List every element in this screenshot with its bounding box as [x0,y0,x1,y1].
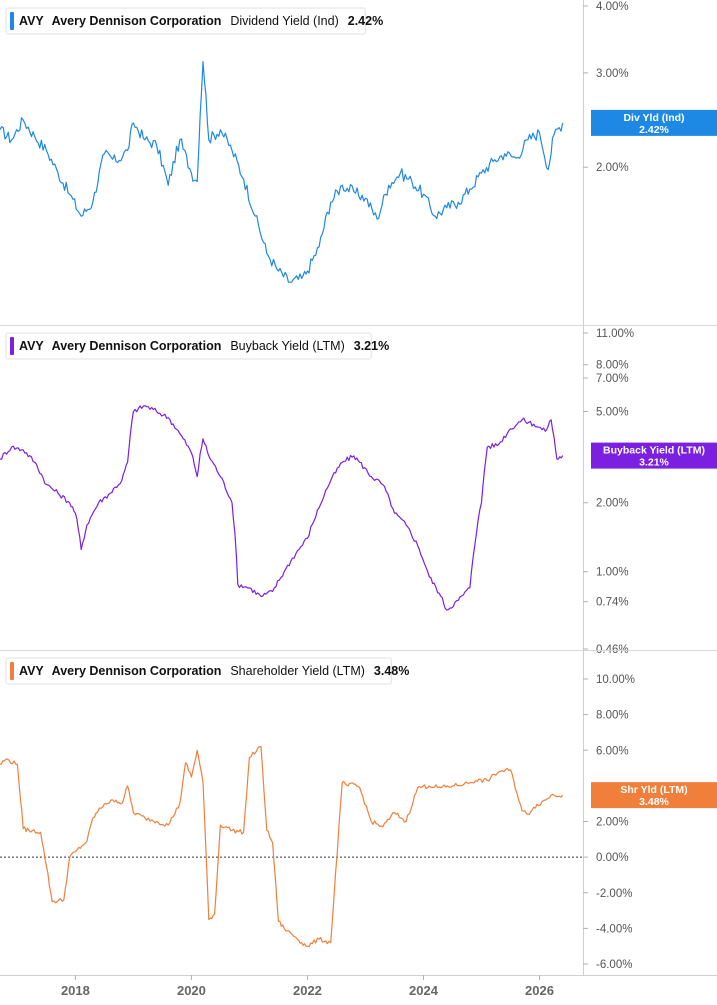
legend-box [5,657,392,685]
y-tick-label: 10.00% [596,674,635,686]
legend-company: Avery Dennison Corporation [52,339,222,353]
y-tick-label: 8.00% [596,360,629,372]
legend: AVY Avery Dennison Corporation Dividend Yi… [5,7,383,35]
legend-value: 3.21% [354,339,389,353]
x-axis: 2018 2020 2022 2024 2026 [0,975,717,998]
legend-metric: Shareholder Yield (LTM) [230,664,365,678]
legend-metric: Buyback Yield (LTM) [230,339,344,353]
badge-value: 3.21% [639,457,669,469]
y-tick-label: 0.00% [596,852,629,864]
legend-color-swatch [10,12,14,30]
y-tick-label: -2.00% [596,888,632,900]
legend: AVY Avery Dennison Corporation Shareholder… [5,657,409,685]
legend-ticker: AVY [19,339,44,353]
legend-text: AVY Avery Dennison Corporation Shareholder… [19,664,409,678]
x-tick-label: 2020 [177,983,206,998]
legend-text: AVY Avery Dennison Corporation Dividend Yi… [19,14,383,28]
legend-ticker: AVY [19,664,44,678]
legend-text: AVY Avery Dennison Corporation Buyback Yie… [19,339,389,353]
current-value-badge [591,442,717,469]
legend-company: Avery Dennison Corporation [52,664,222,678]
x-tick-label: 2018 [61,983,90,998]
badge-value: 3.48% [639,796,669,808]
y-tick-label: 2.00% [596,817,629,829]
series-line [0,61,564,283]
y-tick-label: 1.00% [596,567,629,579]
y-tick-label: -4.00% [596,923,632,935]
y-tick-label: 3.00% [596,68,629,80]
legend-color-swatch [10,662,14,680]
chart-panel-2: 11.00%8.00%7.00%5.00%2.00%1.00%0.74%0.46… [0,325,717,656]
badge-label: Shr Yld (LTM) [620,784,687,796]
legend-value: 2.42% [348,14,383,28]
y-tick-label: -6.00% [596,959,632,971]
badge-label: Div Yld (Ind) [623,112,684,124]
y-tick-label: 6.00% [596,745,629,757]
x-tick-label: 2026 [525,983,554,998]
chart-panel-3: 10.00% 8.00% 6.00% 2.00% 0.00% -2.00% -4.00% -6… [0,650,717,975]
legend-color-swatch [10,337,14,355]
y-tick-label: 2.00% [596,162,629,174]
y-tick-label: 11.00% [596,328,634,340]
charts-group: 4.00%3.00%2.00%Div Yld (Ind)2.42%AVY Aver… [0,0,717,975]
y-tick-label: 7.00% [596,373,629,385]
x-tick-label: 2024 [409,983,439,998]
legend-value: 3.48% [374,664,409,678]
chart-panel-1: 4.00%3.00%2.00%Div Yld (Ind)2.42%AVY Aver… [0,0,717,325]
series-line [0,745,564,948]
y-tick-label: 0.74% [596,597,629,609]
legend-ticker: AVY [19,14,44,28]
series-line [0,405,564,611]
legend-company: Avery Dennison Corporation [52,14,222,28]
current-value-badge [591,109,717,136]
legend-box [5,7,366,35]
legend: AVY Avery Dennison Corporation Buyback Yie… [5,332,389,360]
current-value-badge [591,782,717,809]
x-tick-label: 2022 [293,983,322,998]
y-tick-label: 8.00% [596,710,629,722]
badge-value: 2.42% [639,124,669,136]
legend-metric: Dividend Yield (Ind) [230,14,338,28]
y-tick-label: 5.00% [596,406,629,418]
y-tick-label: 4.00% [596,1,629,13]
badge-label: Buyback Yield (LTM) [603,445,705,457]
legend-box [5,332,372,360]
y-tick-label: 2.00% [596,498,629,510]
